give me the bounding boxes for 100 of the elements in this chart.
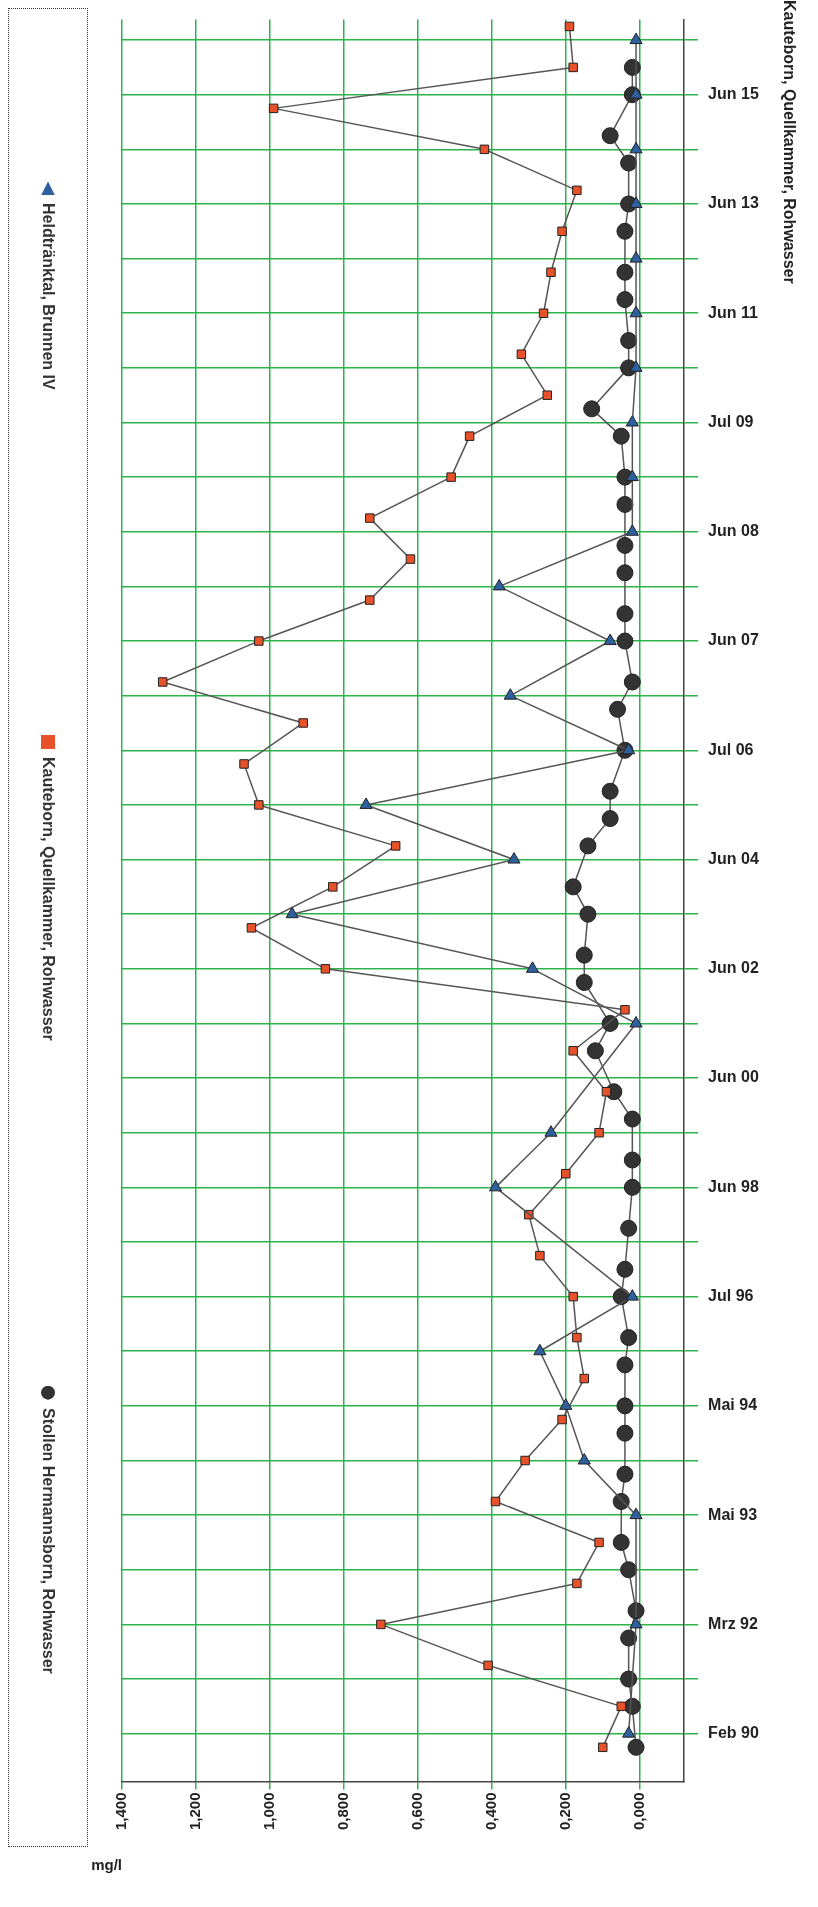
- legend-label: Heldtränktal, Brunnen IV: [39, 203, 57, 391]
- point: [620, 1219, 638, 1237]
- point: [533, 1343, 547, 1356]
- y-tick-label: Mai 93: [708, 1505, 758, 1523]
- point: [625, 469, 639, 482]
- point: [503, 688, 517, 700]
- y-tick-label: Jun 98: [708, 1177, 759, 1195]
- point: [623, 1151, 641, 1169]
- point: [520, 1455, 530, 1466]
- point: [285, 906, 299, 919]
- x-tick-label: 0,200: [555, 1792, 573, 1831]
- x-tick-label: 1,400: [112, 1792, 130, 1831]
- point: [516, 349, 527, 359]
- point: [623, 1110, 641, 1128]
- text: Kauteborn, Quellkammer, Rohwasser: [780, 0, 798, 284]
- point: [492, 578, 506, 591]
- point: [612, 1533, 630, 1551]
- point: [616, 222, 634, 240]
- point: [598, 1742, 608, 1753]
- point: [625, 524, 639, 536]
- y-tick-label: Jul 96: [708, 1287, 754, 1305]
- point: [575, 946, 593, 964]
- point: [625, 1289, 639, 1301]
- point: [542, 390, 553, 400]
- point: [616, 1465, 634, 1483]
- point: [601, 127, 619, 145]
- point: [616, 536, 634, 554]
- point: [579, 1373, 590, 1384]
- point: [559, 1398, 573, 1410]
- point: [557, 226, 567, 237]
- point: [620, 154, 638, 172]
- x-tick-label: 1,200: [186, 1792, 204, 1831]
- point: [483, 1660, 493, 1671]
- y-tick-label: Feb 90: [708, 1724, 759, 1742]
- y-tick-label: Jun 08: [708, 522, 759, 540]
- point: [579, 905, 597, 923]
- point: [507, 852, 521, 864]
- point: [629, 87, 643, 99]
- point: [365, 513, 375, 523]
- point: [616, 1701, 626, 1712]
- point: [568, 1291, 578, 1302]
- point: [601, 1087, 612, 1097]
- point: [629, 1616, 643, 1629]
- point: [564, 21, 575, 32]
- point: [616, 564, 634, 582]
- point: [616, 1260, 634, 1278]
- point: [616, 632, 634, 650]
- y-tick-label: Mrz 92: [708, 1614, 759, 1632]
- point: [586, 1042, 604, 1060]
- legend-label: Stollen Hermannsborn, Rohwasser: [39, 1407, 57, 1674]
- point: [620, 1005, 630, 1015]
- y-tick-label: Jul 09: [708, 412, 754, 430]
- y-tick-label: Jul 06: [708, 740, 754, 758]
- y-tick-label: Jun 04: [708, 849, 759, 867]
- point: [625, 415, 639, 427]
- point: [620, 332, 638, 350]
- point: [601, 782, 619, 800]
- x-tick-label: 0,800: [334, 1792, 352, 1831]
- point: [254, 636, 264, 646]
- x-tick-label: 0,400: [481, 1792, 499, 1831]
- point: [629, 196, 643, 208]
- point: [575, 973, 593, 991]
- point: [535, 1250, 545, 1261]
- x-tick-label: 1,000: [260, 1792, 278, 1831]
- point: [572, 1578, 582, 1589]
- point: [616, 1397, 634, 1415]
- point: [359, 797, 373, 809]
- point: [564, 878, 582, 896]
- point: [568, 1046, 578, 1056]
- point: [544, 1125, 558, 1137]
- y-tick-label: Jun 07: [708, 631, 759, 649]
- point: [546, 267, 556, 278]
- point: [577, 1453, 591, 1465]
- y-tick-label: Jun 13: [708, 194, 759, 212]
- point: [538, 308, 549, 318]
- point: [488, 1179, 503, 1192]
- point: [268, 103, 279, 114]
- point: [405, 554, 416, 564]
- point: [246, 923, 257, 933]
- point: [557, 1414, 567, 1425]
- point: [254, 800, 264, 810]
- point: [622, 1726, 636, 1738]
- point: [629, 32, 643, 45]
- point: [612, 427, 630, 445]
- y-tick-label: Jun 15: [708, 85, 759, 103]
- point: [390, 841, 401, 851]
- x-tick-label: 0,600: [407, 1792, 425, 1831]
- point: [620, 1629, 638, 1647]
- point: [629, 251, 643, 263]
- point: [623, 673, 641, 691]
- point: [320, 964, 331, 974]
- point: [298, 718, 308, 728]
- point: [561, 1168, 571, 1179]
- point: [629, 1507, 643, 1520]
- point: [572, 1332, 582, 1343]
- point: [627, 1738, 645, 1756]
- point: [623, 1178, 641, 1196]
- point: [629, 141, 643, 154]
- point: [579, 837, 597, 855]
- point: [620, 1561, 638, 1579]
